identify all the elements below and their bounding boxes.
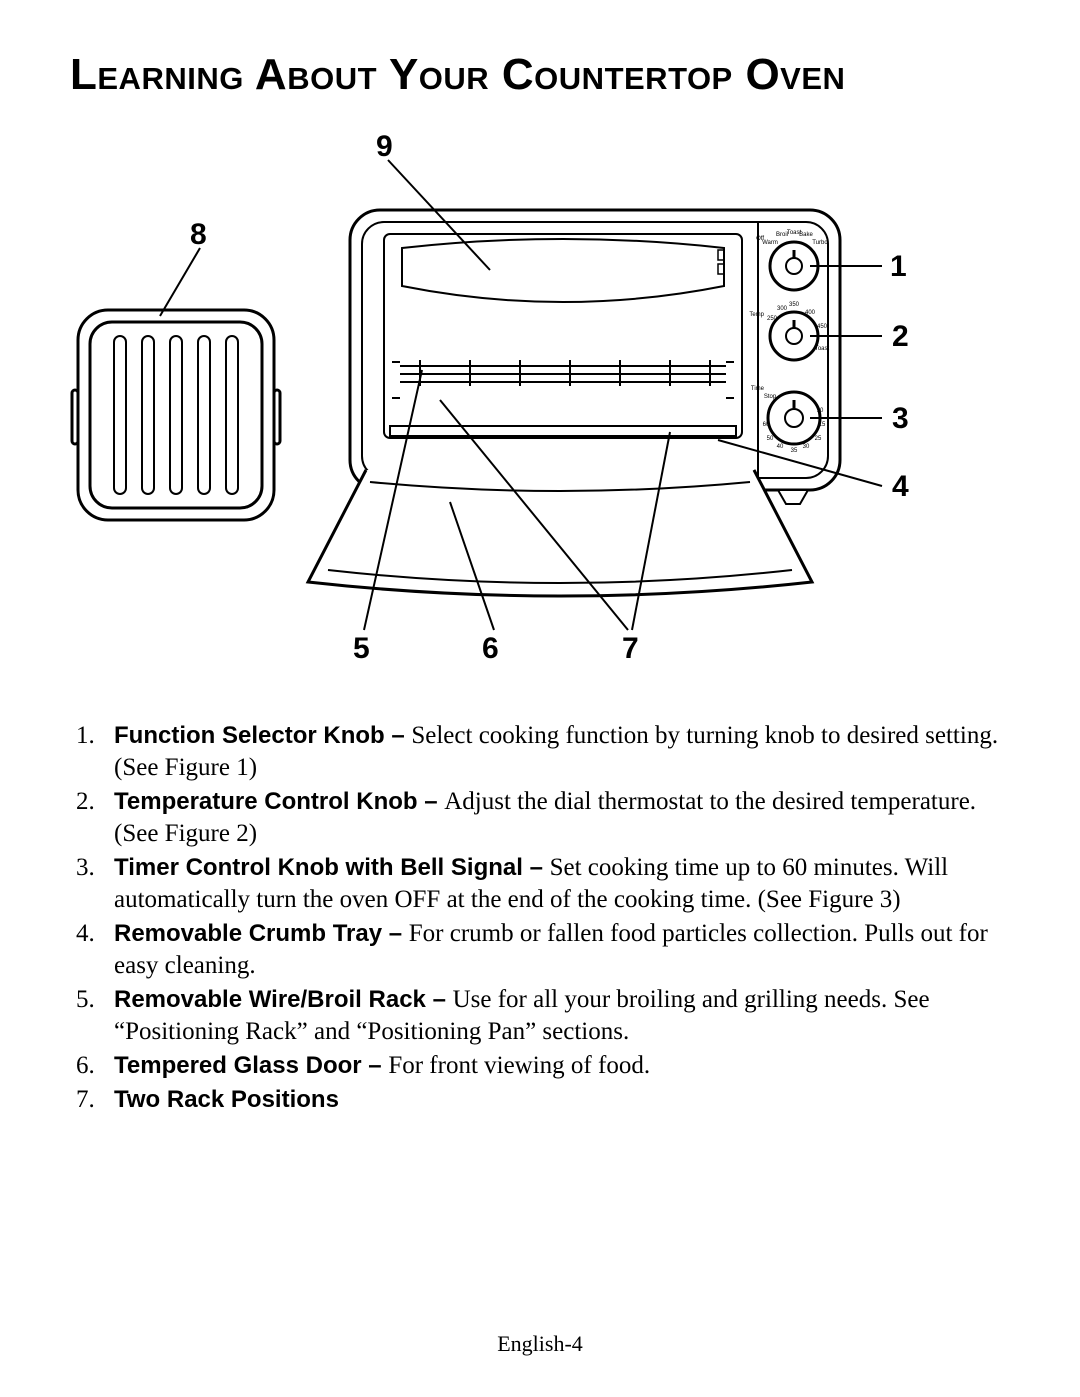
svg-text:Stop: Stop — [764, 394, 777, 400]
svg-text:Off: Off — [756, 236, 764, 242]
svg-text:Bake: Bake — [799, 232, 813, 238]
part-name: Timer Control Knob with Bell Signal – — [114, 854, 550, 881]
list-item: Tempered Glass Door – For front viewing … — [70, 1050, 1000, 1082]
list-item: Two Rack Positions — [70, 1084, 1000, 1116]
oven-body-icon — [308, 210, 840, 596]
list-item: Removable Crumb Tray – For crumb or fall… — [70, 918, 1000, 982]
callout-number: 8 — [190, 218, 207, 252]
svg-text:50: 50 — [767, 436, 774, 442]
callout-number: 9 — [376, 130, 393, 164]
svg-text:400: 400 — [805, 310, 816, 316]
callout-number: 3 — [892, 402, 909, 436]
part-name: Removable Crumb Tray – — [114, 920, 409, 947]
svg-text:Time: Time — [751, 386, 765, 392]
svg-text:Warm: Warm — [762, 240, 778, 246]
svg-text:300: 300 — [777, 306, 788, 312]
list-item: Temperature Control Knob – Adjust the di… — [70, 786, 1000, 850]
part-name: Temperature Control Knob – — [114, 788, 444, 815]
svg-text:450: 450 — [817, 324, 828, 330]
callout-number: 1 — [890, 250, 907, 284]
page-footer: English-4 — [0, 1331, 1080, 1357]
part-name: Tempered Glass Door – — [114, 1052, 388, 1079]
svg-text:10: 10 — [817, 408, 824, 414]
callout-number: 5 — [353, 632, 370, 666]
callout-number: 7 — [622, 632, 639, 666]
part-name: Removable Wire/Broil Rack – — [114, 986, 453, 1013]
svg-text:Toast: Toast — [815, 346, 830, 352]
svg-text:35: 35 — [791, 448, 798, 454]
svg-text:350: 350 — [789, 302, 800, 308]
svg-text:Temp: Temp — [749, 312, 764, 318]
list-item: Removable Wire/Broil Rack – Use for all … — [70, 984, 1000, 1048]
callout-number: 2 — [892, 320, 909, 354]
callout-number: 4 — [892, 470, 909, 504]
svg-text:250: 250 — [767, 316, 778, 322]
svg-text:Turbo: Turbo — [812, 240, 828, 246]
part-name: Function Selector Knob – — [114, 722, 411, 749]
manual-page: Learning About Your Countertop Oven — [0, 0, 1080, 1397]
page-title: Learning About Your Countertop Oven — [70, 50, 1010, 100]
part-name: Two Rack Positions — [114, 1086, 339, 1113]
parts-list: Function Selector Knob – Select cooking … — [70, 720, 1010, 1116]
list-item: Timer Control Knob with Bell Signal – Se… — [70, 852, 1000, 916]
broil-insert-icon — [72, 310, 280, 520]
callout-number: 6 — [482, 632, 499, 666]
svg-text:15: 15 — [819, 422, 826, 428]
list-item: Function Selector Knob – Select cooking … — [70, 720, 1000, 784]
svg-text:30: 30 — [803, 444, 810, 450]
part-desc: For front viewing of food. — [388, 1052, 650, 1079]
oven-diagram: Warm Broil Toast Bake Turbo 250 300 350 … — [70, 130, 1010, 690]
svg-text:60: 60 — [763, 422, 770, 428]
svg-text:40: 40 — [777, 444, 784, 450]
oven-diagram-svg: Warm Broil Toast Bake Turbo 250 300 350 … — [70, 130, 1010, 690]
svg-text:25: 25 — [815, 436, 822, 442]
